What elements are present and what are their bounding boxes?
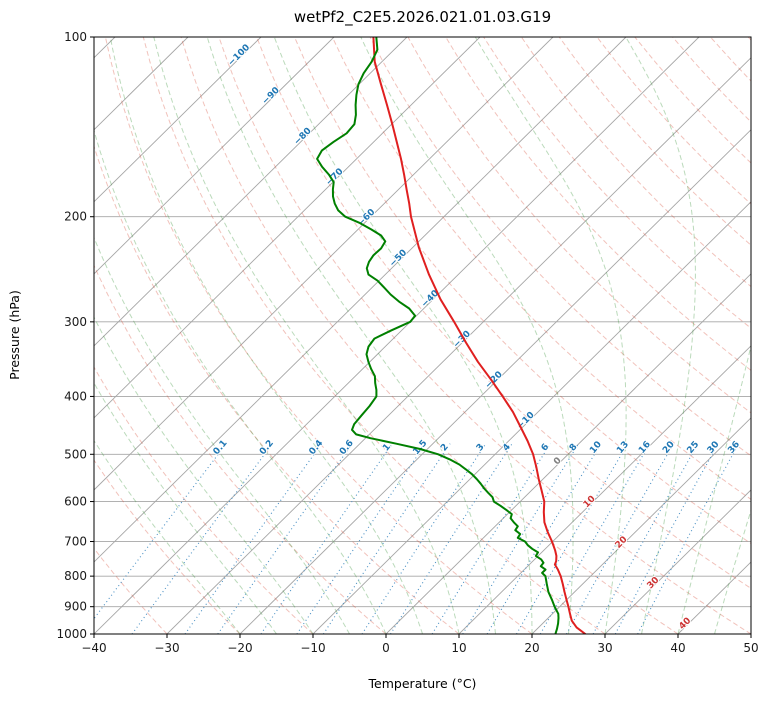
y-tick-label: 600: [64, 495, 87, 509]
mixing-ratio-label: 36: [726, 440, 742, 456]
isotherm-label: −60: [356, 207, 377, 228]
isotherm-label: −50: [388, 248, 409, 269]
x-tick-label: −20: [227, 641, 252, 655]
y-tick-label: 300: [64, 315, 87, 329]
dewpoint-curve: [316, 37, 560, 634]
y-tick-label: 500: [64, 447, 87, 461]
temperature-curve: [372, 37, 587, 634]
x-tick-label: 20: [524, 641, 539, 655]
y-tick-label: 100: [64, 30, 87, 44]
isotherm-lines: [94, 37, 751, 634]
x-axis-label: Temperature (°C): [368, 676, 477, 691]
mixing-ratio-label: 1: [381, 442, 393, 453]
isotherm-label: −90: [261, 86, 282, 107]
isotherm-label: 40: [677, 616, 693, 632]
plot-lines: 0.1 0.2 0.4 0.6 1 1.5 2 3 4 6 8 10 13 16 20 25 30 36−100−…: [94, 37, 751, 634]
dry-adiabat-lines: [94, 37, 751, 634]
moist-adiabat-lines: [94, 37, 751, 634]
x-axis-ticks: −40 −30 −20 −10 0 10 20 30 40 50: [81, 634, 759, 655]
mixing-ratio-label: 8: [568, 442, 580, 453]
mixing-ratio-label: 3: [475, 442, 487, 453]
y-tick-label: 400: [64, 389, 87, 403]
isotherm-label: 30: [646, 575, 662, 591]
isotherm-label: 10: [582, 494, 598, 510]
y-tick-label: 1000: [56, 627, 87, 641]
line-labels: 0.1 0.2 0.4 0.6 1 1.5 2 3 4 6 8 10 13 16 20 25 30 36−100−…: [211, 42, 743, 633]
mixing-ratio-label: 6: [540, 442, 552, 453]
x-tick-label: −30: [154, 641, 179, 655]
y-tick-label: 900: [64, 600, 87, 614]
mixing-ratio-label: 20: [661, 440, 677, 456]
sounding-curves: [316, 37, 587, 634]
mixing-ratio-label: 16: [637, 440, 653, 456]
pressure-gridlines: [94, 37, 751, 634]
isotherm-label: −80: [292, 126, 313, 147]
plot-frame: [93, 36, 752, 635]
mixing-ratio-lines: [94, 443, 740, 634]
y-tick-label: 800: [64, 569, 87, 583]
isotherm-label: −100: [226, 43, 252, 69]
x-tick-label: 30: [597, 641, 612, 655]
x-tick-label: −40: [81, 641, 106, 655]
mixing-ratio-label: 2: [439, 442, 451, 453]
x-tick-label: −10: [300, 641, 325, 655]
x-tick-label: 40: [670, 641, 685, 655]
x-tick-label: 10: [451, 641, 466, 655]
mixing-ratio-label: 4: [501, 442, 513, 453]
isotherm-label: 20: [614, 535, 630, 551]
y-axis-ticks: 100 200 300 400 500 600 700 800 900 1000: [56, 30, 94, 641]
y-tick-label: 700: [64, 535, 87, 549]
y-tick-label: 200: [64, 210, 87, 224]
mixing-ratio-label: 10: [588, 440, 604, 456]
y-axis-label: Pressure (hPa): [7, 290, 22, 380]
mixing-ratio-label: 25: [686, 440, 702, 456]
x-tick-label: 0: [382, 641, 390, 655]
isotherm-label: 0: [552, 456, 564, 468]
chart-title: wetPf2_C2E5.2026.021.01.03.G19: [293, 8, 552, 26]
x-tick-label: 50: [743, 641, 758, 655]
mixing-ratio-label: 30: [706, 440, 722, 456]
